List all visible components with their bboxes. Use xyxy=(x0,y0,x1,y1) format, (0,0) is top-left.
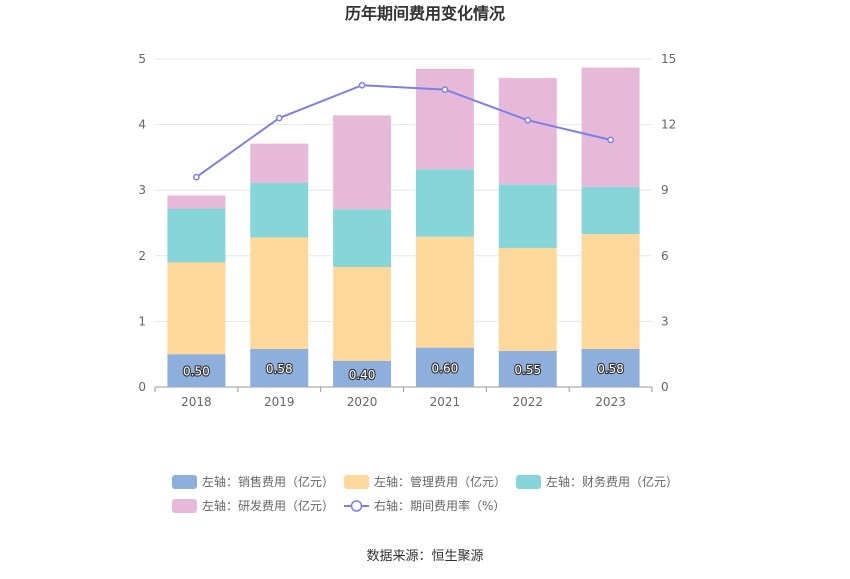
y-right-tick-label: 0 xyxy=(661,380,669,394)
data-labels: 0.50 0.58 0.40 0.60 0.55 0.58 xyxy=(182,360,625,383)
bar-segment xyxy=(498,78,557,185)
chart-title: 历年期间费用变化情况 xyxy=(345,4,505,23)
y-left-tick-label: 3 xyxy=(138,183,146,197)
x-tick-label: 2018 xyxy=(181,395,212,409)
legend-swatch xyxy=(344,475,369,489)
bars xyxy=(167,67,640,387)
legend-swatch xyxy=(172,499,197,513)
legend-swatch-marker xyxy=(350,500,363,512)
rate-point xyxy=(193,173,200,181)
bar-segment xyxy=(167,262,226,355)
bar-segment xyxy=(167,208,226,263)
y-left-tick-label: 4 xyxy=(138,118,146,132)
bar-segment xyxy=(498,350,557,387)
rate-line xyxy=(193,81,614,181)
rate-point xyxy=(607,136,614,144)
legend-label: 左轴：研发费用（亿元） xyxy=(202,498,334,513)
data-label: 0.58 xyxy=(597,362,624,376)
bar-segment xyxy=(167,354,226,387)
bar-segment xyxy=(498,184,557,248)
y-left-tick-label: 1 xyxy=(138,314,146,328)
bar-segment xyxy=(581,234,640,349)
x-tick-label: 2020 xyxy=(347,395,378,409)
bar-segment xyxy=(415,236,474,348)
rate-line-path xyxy=(195,84,611,178)
data-label: 0.50 xyxy=(183,365,210,379)
legend-label: 左轴：财务费用（亿元） xyxy=(546,474,678,489)
bar-segment xyxy=(333,360,392,387)
x-tick-label: 2022 xyxy=(512,395,543,409)
legend-swatch xyxy=(516,475,541,489)
x-tick-label: 2019 xyxy=(264,395,295,409)
chart-source: 数据来源：恒生聚源 xyxy=(366,549,483,564)
bar-segment xyxy=(498,247,557,351)
legend-label: 左轴：管理费用（亿元） xyxy=(374,474,506,489)
y-right-tick-label: 9 xyxy=(661,183,669,197)
legend-label: 右轴：期间费用率（%） xyxy=(374,498,505,513)
bar-segment xyxy=(250,182,309,238)
bar-segment xyxy=(333,115,392,210)
bar-segment xyxy=(415,347,474,387)
data-label: 0.55 xyxy=(514,363,541,377)
x-tick-label: 2021 xyxy=(430,395,461,409)
legend-swatch xyxy=(172,475,197,489)
bar-segment xyxy=(581,348,640,387)
y-right-tick-label: 3 xyxy=(661,314,669,328)
bar-segment xyxy=(167,195,226,209)
rate-point xyxy=(441,86,449,93)
y-right-tick-label: 6 xyxy=(661,249,669,263)
legend: 左轴：销售费用（亿元） 左轴：管理费用（亿元） 左轴：财务费用（亿元） 左轴：研发费用… xyxy=(172,474,678,513)
bar-segment xyxy=(250,143,309,183)
bar-segment xyxy=(333,209,392,267)
y-left-tick-label: 5 xyxy=(138,52,146,66)
bar-segment xyxy=(415,68,474,170)
y-left-tick-label: 2 xyxy=(138,249,146,263)
bar-segment xyxy=(333,266,392,361)
y-left-tick-label: 0 xyxy=(138,380,146,394)
bar-segment xyxy=(250,348,309,387)
data-label: 0.60 xyxy=(432,361,459,375)
data-label: 0.40 xyxy=(349,368,376,382)
bar-segment xyxy=(581,186,640,235)
x-tick-label: 2023 xyxy=(595,395,626,409)
legend-label: 左轴：销售费用（亿元） xyxy=(202,474,334,489)
bar-segment xyxy=(581,67,640,187)
rate-point xyxy=(275,114,283,122)
y-right-tick-label: 15 xyxy=(661,52,676,66)
data-label: 0.58 xyxy=(266,362,293,376)
rate-point xyxy=(358,81,366,89)
bar-segment xyxy=(415,169,474,237)
gridlines xyxy=(155,58,652,322)
y-right-tick-label: 12 xyxy=(661,118,676,132)
rate-point xyxy=(524,116,532,124)
bar-segment xyxy=(250,237,309,349)
